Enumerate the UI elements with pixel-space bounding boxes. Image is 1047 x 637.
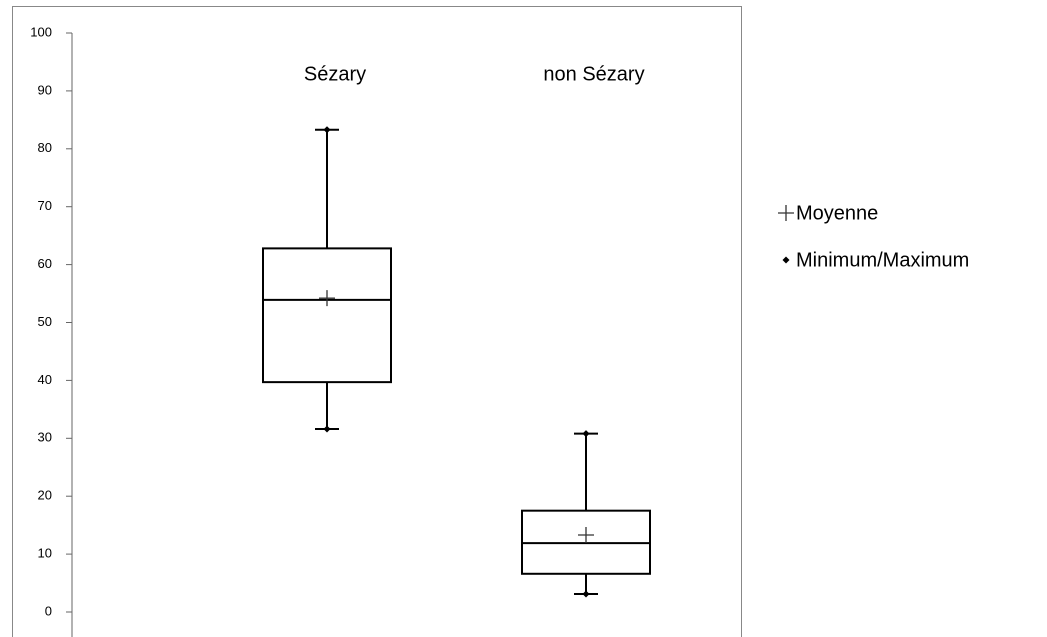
y-tick-label: 60 — [38, 256, 52, 271]
y-tick-label: 90 — [38, 82, 52, 97]
legend-minmax-symbol — [782, 256, 790, 264]
legend-minmax: Minimum/Maximum — [796, 249, 969, 271]
box — [262, 247, 392, 384]
y-tick-label: 50 — [38, 314, 52, 329]
category-label: non Sézary — [543, 63, 644, 85]
y-tick-label: 70 — [38, 198, 52, 213]
y-tick-label: 20 — [38, 488, 52, 503]
y-tick-label: 100 — [30, 24, 52, 39]
category-label: Sézary — [304, 63, 366, 85]
y-tick-label: 40 — [38, 372, 52, 387]
min-marker — [323, 425, 331, 433]
y-tick-label: 0 — [45, 603, 52, 618]
mean-marker — [319, 290, 335, 307]
min-marker — [582, 590, 590, 598]
y-tick-label: 30 — [38, 430, 52, 445]
y-tick-label: 80 — [38, 140, 52, 155]
y-tick-label: 10 — [38, 546, 52, 561]
max-marker — [582, 430, 590, 438]
legend-mean: Moyenne — [796, 202, 878, 224]
mean-marker — [578, 526, 594, 543]
max-marker — [323, 126, 331, 134]
legend-mean-symbol — [778, 205, 794, 221]
